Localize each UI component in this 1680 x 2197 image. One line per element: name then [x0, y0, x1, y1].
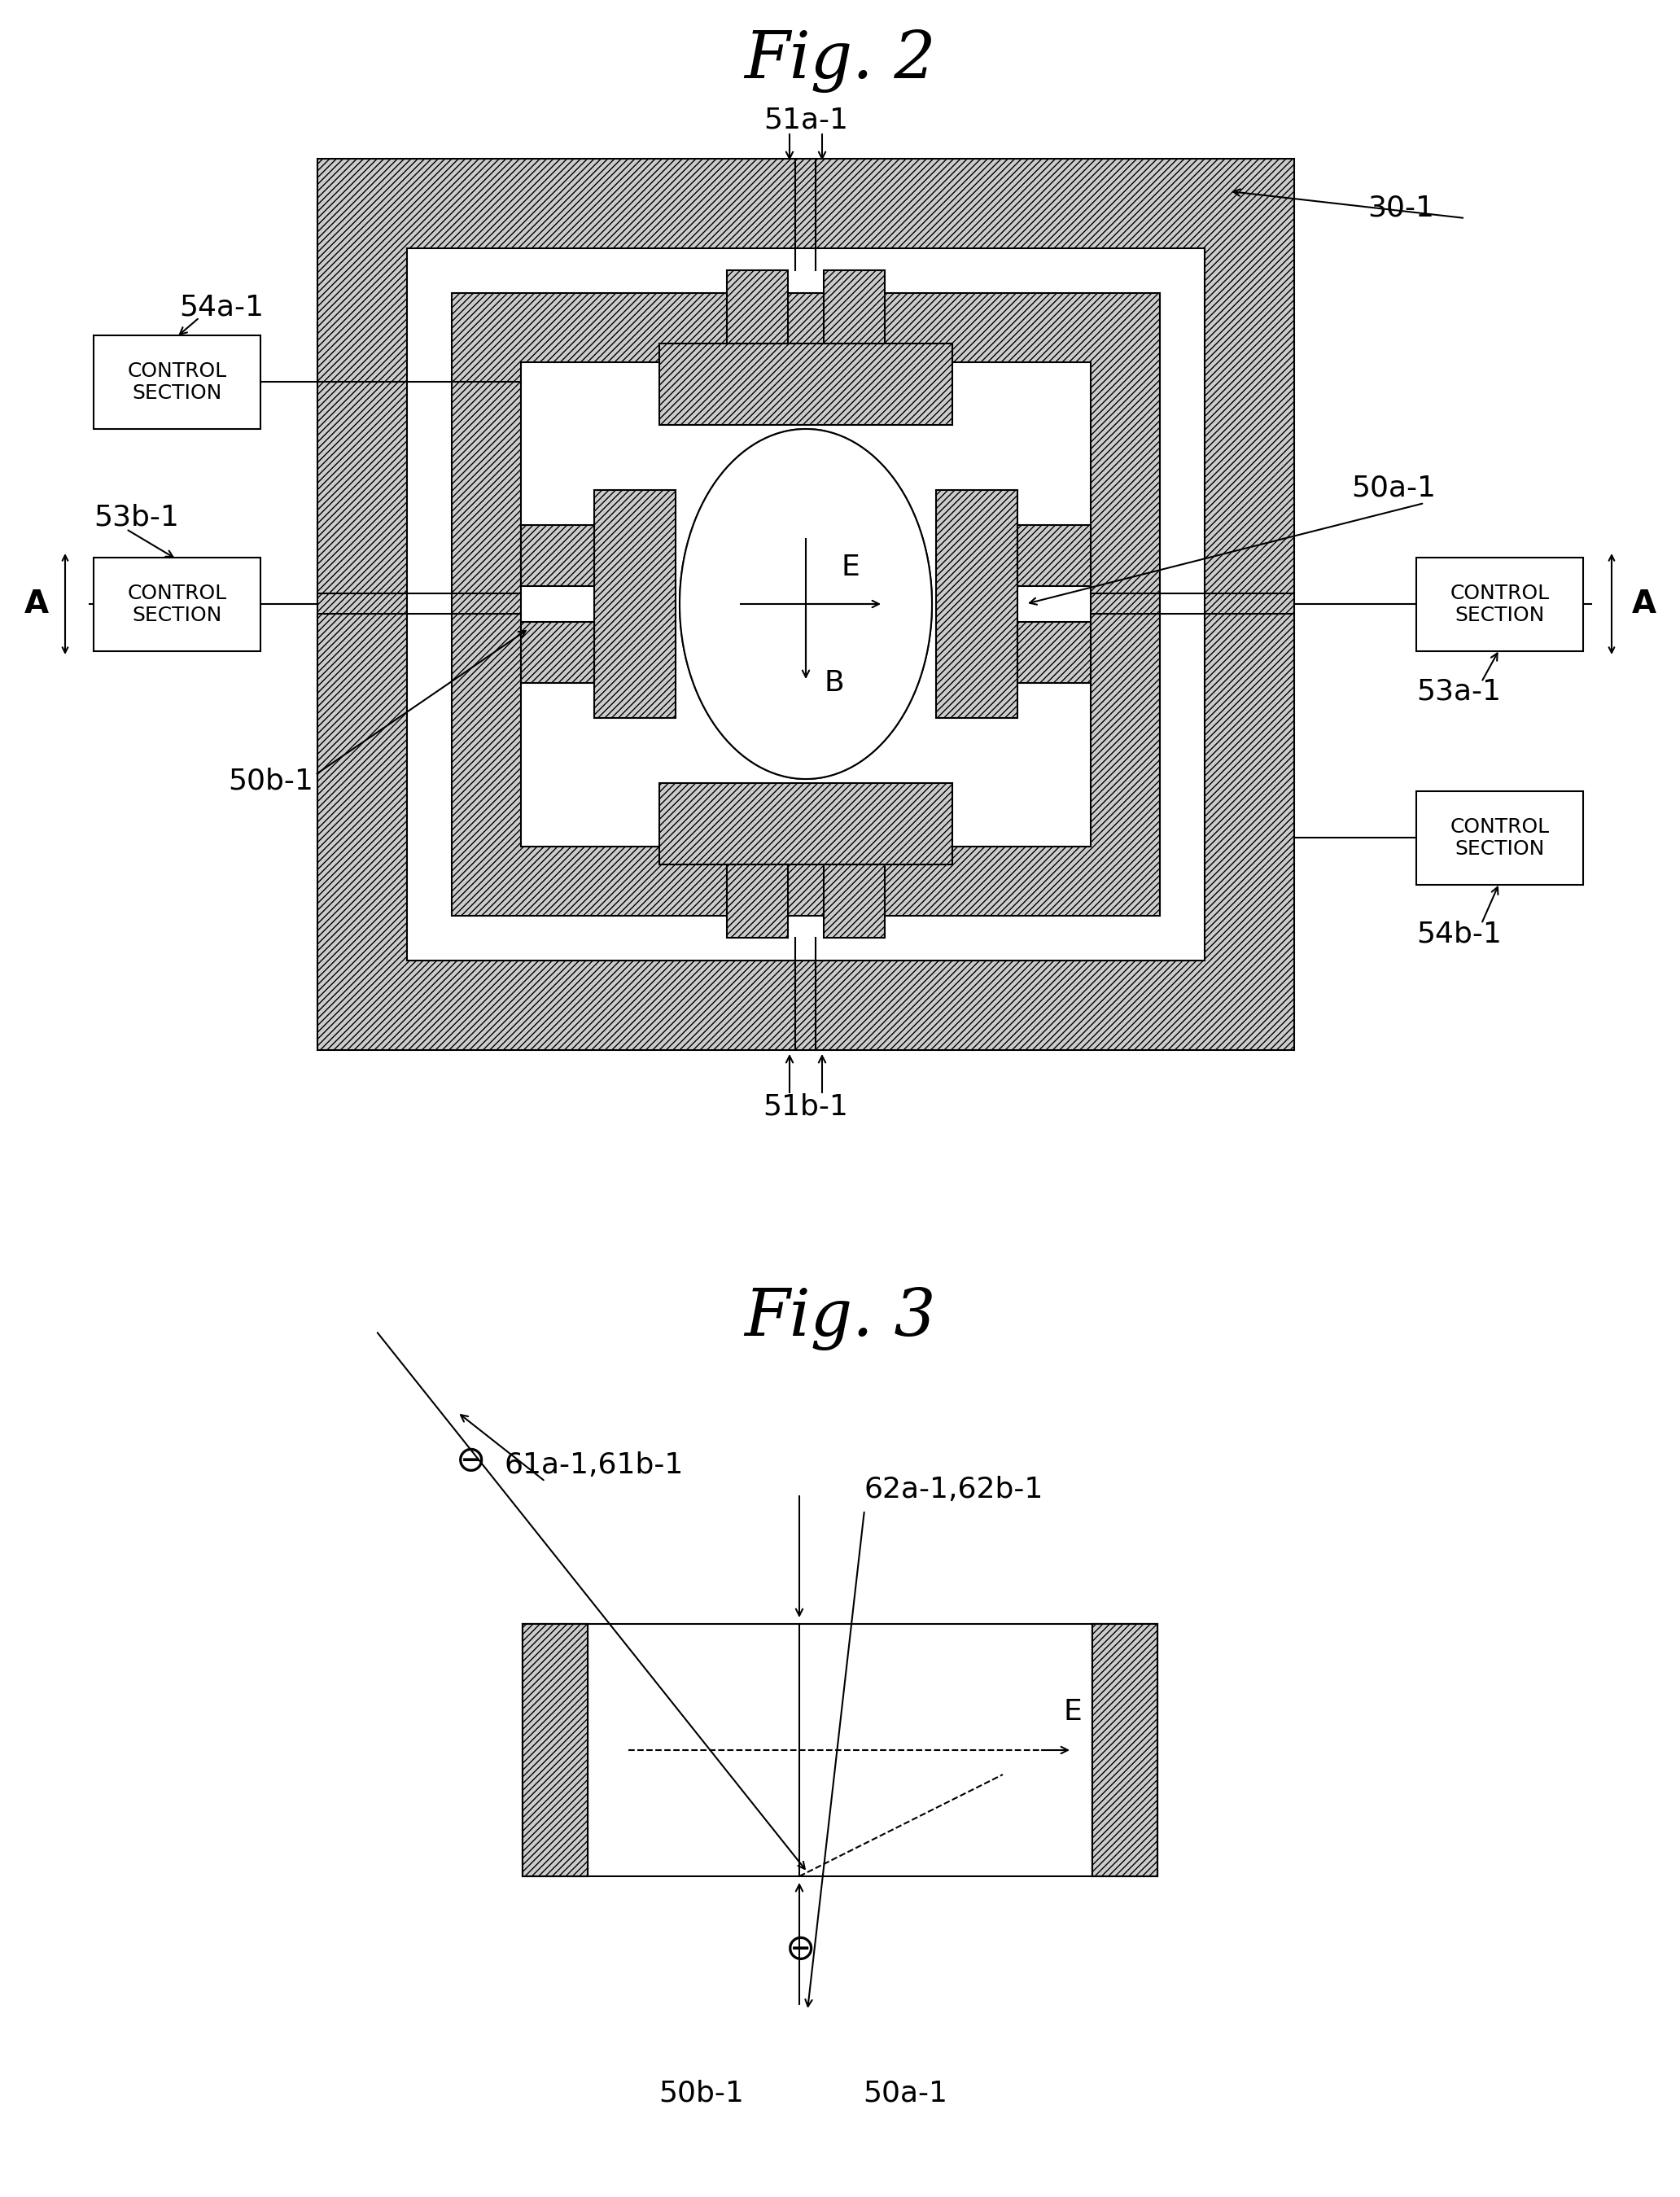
Bar	[823, 863, 885, 938]
Text: 50a-1: 50a-1	[864, 2081, 948, 2107]
Bar	[407, 248, 1205, 960]
Text: CONTROL
SECTION: CONTROL SECTION	[1450, 584, 1549, 626]
Bar	[595, 490, 675, 718]
Text: 62a-1,62b-1: 62a-1,62b-1	[865, 1476, 1043, 1503]
Text: 61a-1,61b-1: 61a-1,61b-1	[504, 1452, 684, 1479]
Text: Fig. 3: Fig. 3	[744, 1287, 936, 1351]
Text: A: A	[25, 589, 49, 620]
Bar	[1092, 1624, 1158, 1876]
Text: CONTROL
SECTION: CONTROL SECTION	[1450, 817, 1549, 859]
Bar	[936, 490, 1018, 718]
Bar	[521, 363, 1090, 846]
Text: 50a-1: 50a-1	[1351, 475, 1436, 503]
Text: A: A	[1631, 589, 1656, 620]
Ellipse shape	[680, 428, 932, 780]
Bar	[1018, 525, 1090, 587]
Bar	[521, 525, 595, 587]
Text: 51a-1: 51a-1	[763, 108, 848, 134]
Text: B: B	[823, 670, 843, 696]
Bar	[452, 292, 1159, 916]
Text: CONTROL
SECTION: CONTROL SECTION	[128, 360, 227, 404]
Text: 50b-1: 50b-1	[228, 767, 314, 795]
Text: 53a-1: 53a-1	[1416, 679, 1500, 705]
Bar	[727, 270, 788, 343]
Bar	[823, 270, 885, 343]
Text: 53b-1: 53b-1	[94, 503, 180, 532]
Text: Fig. 2: Fig. 2	[744, 29, 936, 92]
Bar	[521, 622, 595, 683]
Bar	[588, 1624, 1092, 1876]
Bar	[1416, 558, 1583, 650]
Bar	[522, 1624, 588, 1876]
Bar	[522, 1624, 588, 1876]
Text: 54b-1: 54b-1	[1416, 921, 1502, 947]
Text: 30-1: 30-1	[1368, 193, 1435, 222]
Bar	[659, 343, 953, 424]
Text: $\ominus$: $\ominus$	[785, 1931, 813, 1966]
Bar	[522, 1624, 588, 1876]
Text: CONTROL
SECTION: CONTROL SECTION	[128, 584, 227, 626]
Bar	[1092, 1624, 1158, 1876]
Bar	[318, 158, 1294, 1050]
Bar	[1416, 791, 1583, 885]
Text: 50b-1: 50b-1	[659, 2081, 744, 2107]
Text: E: E	[842, 554, 860, 582]
Ellipse shape	[680, 428, 932, 780]
Text: $\ominus$: $\ominus$	[455, 1443, 484, 1479]
Bar	[727, 863, 788, 938]
Bar	[94, 558, 260, 650]
Bar	[1092, 1624, 1158, 1876]
Bar	[94, 336, 260, 428]
Text: 51b-1: 51b-1	[763, 1094, 848, 1120]
Text: 54a-1: 54a-1	[180, 292, 264, 321]
Text: E: E	[1063, 1698, 1082, 1725]
Bar	[659, 782, 953, 863]
Bar	[1018, 622, 1090, 683]
